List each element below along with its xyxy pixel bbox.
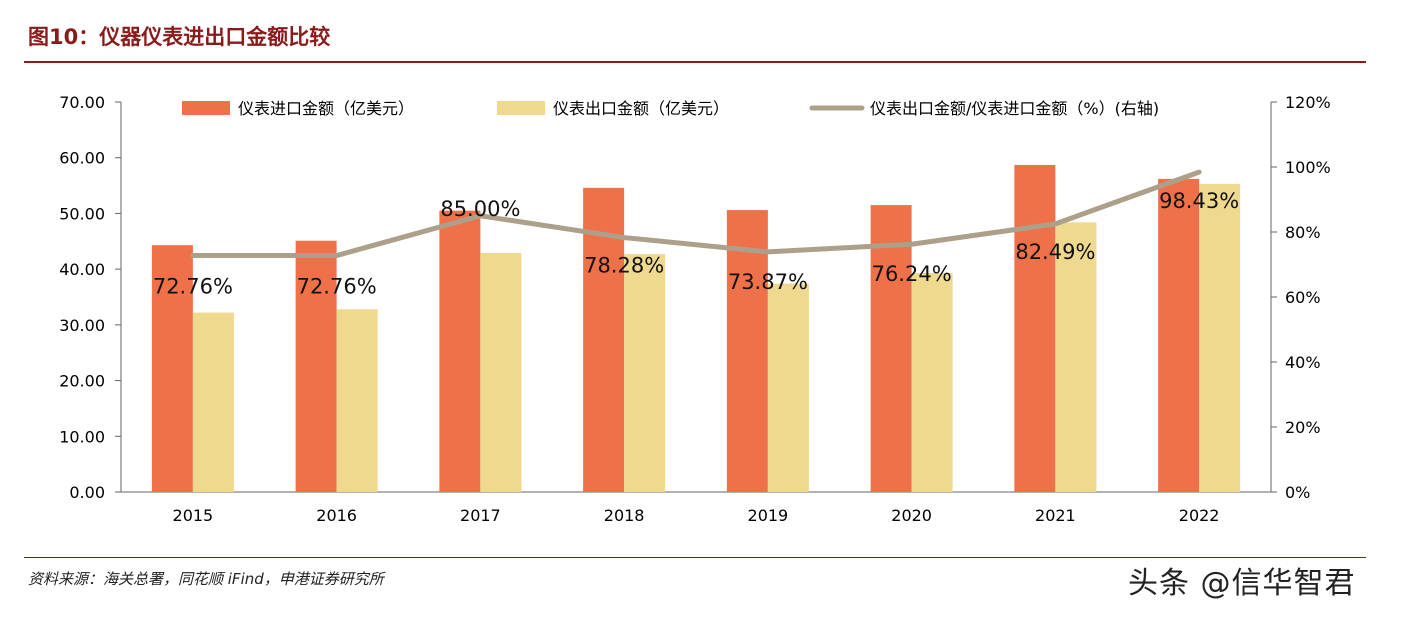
- bar-export: [911, 273, 953, 492]
- bar-import: [295, 240, 337, 492]
- left-tick-label: 70.00: [59, 93, 105, 112]
- left-tick-label: 40.00: [59, 260, 105, 279]
- right-tick-label: 40%: [1285, 353, 1321, 372]
- ratio-data-label: 72.76%: [153, 275, 233, 299]
- right-tick-label: 80%: [1285, 223, 1321, 242]
- bar-import: [870, 205, 912, 493]
- x-tick-label: 2018: [604, 506, 645, 525]
- right-tick-label: 20%: [1285, 418, 1321, 437]
- x-tick-label: 2016: [316, 506, 357, 525]
- right-tick-label: 100%: [1285, 158, 1331, 177]
- title-divider: [24, 61, 1366, 63]
- footer-divider: [24, 557, 1366, 558]
- bar-export: [192, 312, 234, 492]
- x-tick-label: 2017: [460, 506, 501, 525]
- x-tick-label: 2019: [748, 506, 789, 525]
- bar-export: [1055, 222, 1097, 493]
- ratio-data-label: 76.24%: [872, 262, 952, 286]
- ratio-data-label: 73.87%: [728, 270, 808, 294]
- right-tick-label: 120%: [1285, 93, 1331, 112]
- bar-export: [767, 283, 809, 492]
- ratio-line: [190, 169, 1202, 259]
- bar-export: [480, 252, 522, 492]
- bar-import: [439, 210, 481, 492]
- x-tick-label: 2021: [1035, 506, 1076, 525]
- watermark: 头条 @信华智君: [1128, 566, 1356, 601]
- bar-export: [624, 254, 666, 492]
- legend-label-ratio: 仪表出口金额/仪表进口金额（%）(右轴): [870, 99, 1159, 118]
- ratio-data-label: 85.00%: [440, 197, 520, 221]
- right-tick-label: 60%: [1285, 288, 1321, 307]
- ratio-data-label: 98.43%: [1159, 189, 1239, 213]
- legend-label-export: 仪表出口金额（亿美元）: [553, 99, 729, 118]
- x-tick-label: 2020: [891, 506, 932, 525]
- left-tick-label: 10.00: [59, 427, 105, 446]
- left-tick-label: 60.00: [59, 149, 105, 168]
- legend-swatch-import: [182, 101, 230, 115]
- ratio-data-label: 82.49%: [1015, 240, 1095, 264]
- left-tick-label: 50.00: [59, 204, 105, 223]
- left-tick-label: 30.00: [59, 316, 105, 335]
- left-tick-label: 20.00: [59, 372, 105, 391]
- bar-import: [1014, 164, 1056, 492]
- bar-import: [151, 245, 193, 492]
- left-tick-label: 0.00: [69, 483, 105, 502]
- x-tick-label: 2022: [1179, 506, 1220, 525]
- x-tick-label: 2015: [173, 506, 214, 525]
- ratio-data-label: 72.76%: [297, 275, 377, 299]
- bar-import: [726, 210, 768, 493]
- ratio-data-label: 78.28%: [584, 254, 664, 278]
- legend-swatch-export: [497, 101, 545, 115]
- legend-label-import: 仪表进口金额（亿美元）: [238, 99, 414, 118]
- chart-title: 图10：仪器仪表进出口金额比较: [28, 25, 331, 49]
- bar-import: [1158, 178, 1200, 492]
- source-note: 资料来源：海关总署，同花顺 iFind，申港证券研究所: [28, 570, 384, 588]
- right-tick-label: 0%: [1285, 483, 1310, 502]
- bar-export: [1199, 183, 1241, 492]
- bar-export: [336, 309, 378, 492]
